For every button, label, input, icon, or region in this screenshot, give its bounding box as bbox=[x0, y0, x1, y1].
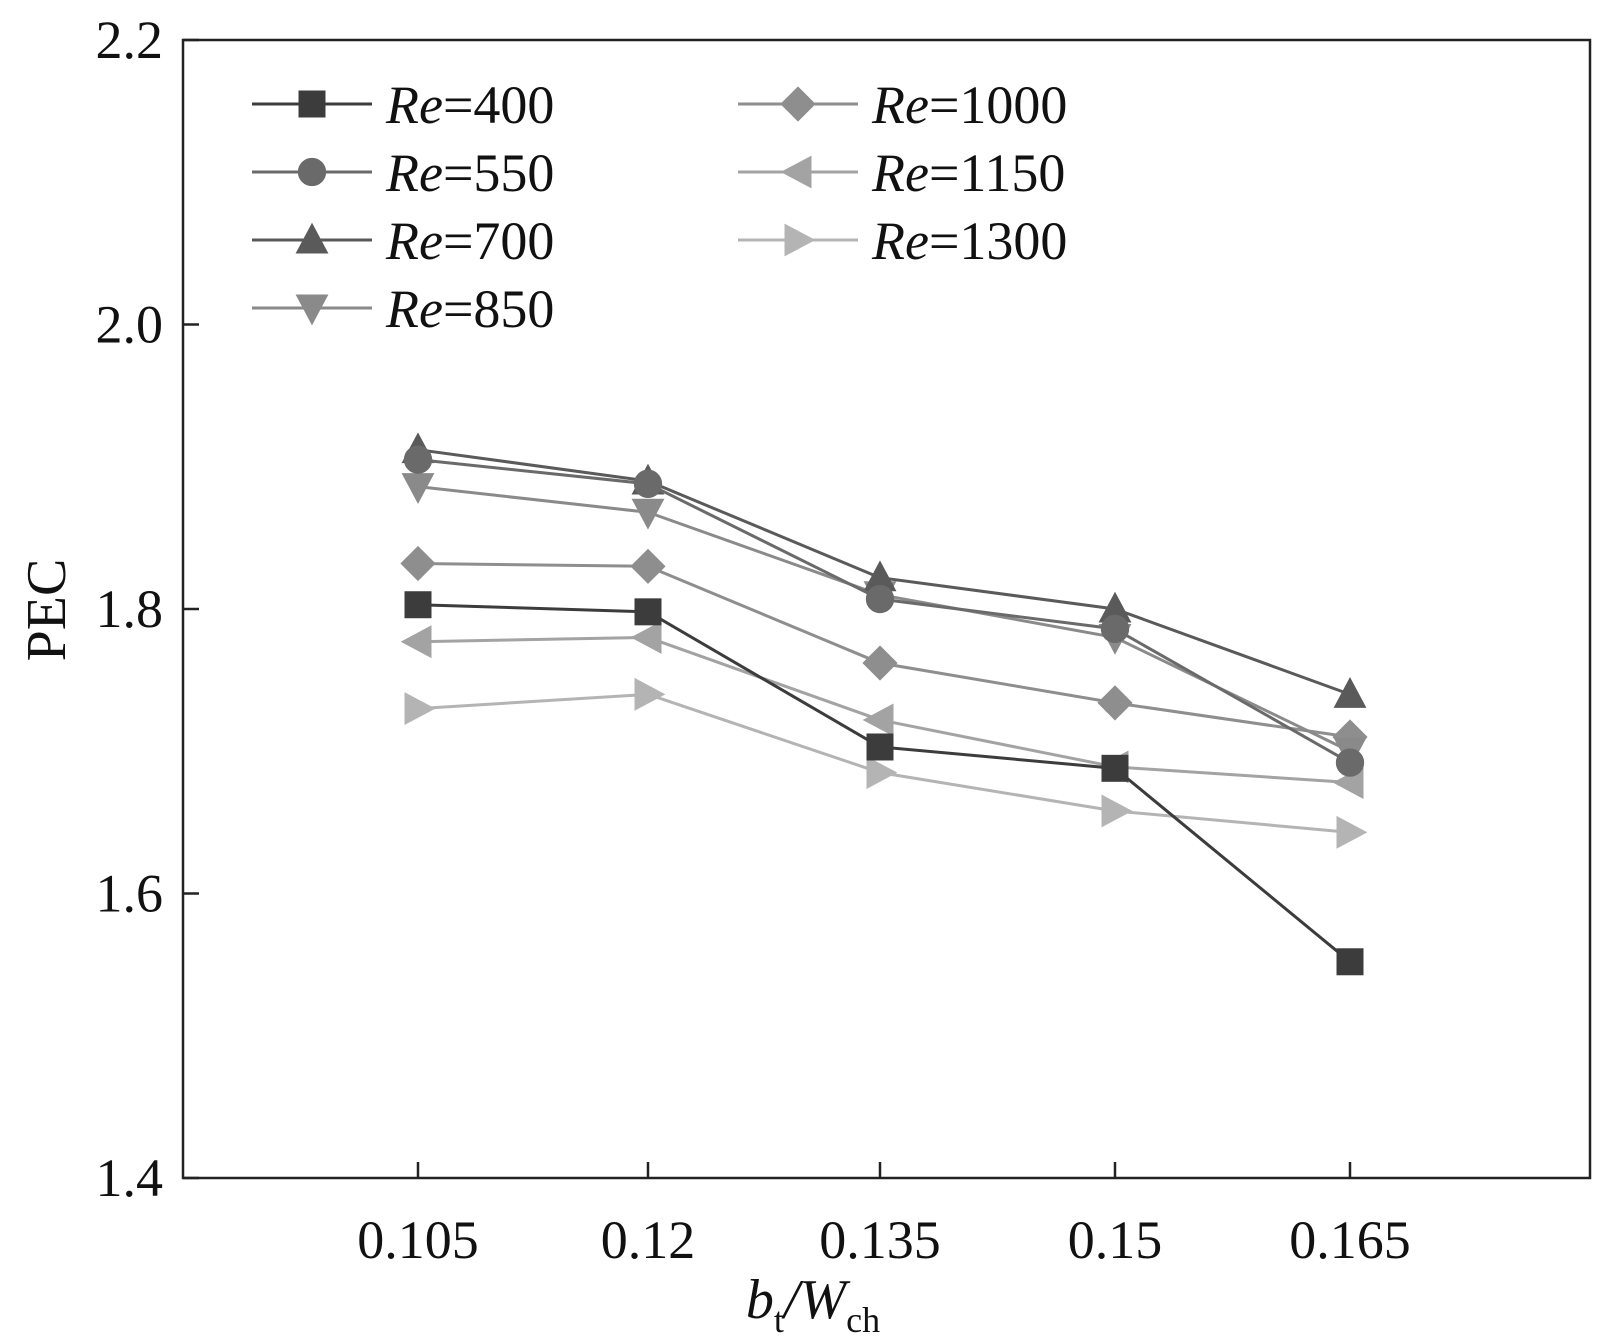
legend-label-value: =1150 bbox=[929, 143, 1065, 203]
x-tick-label: 0.165 bbox=[1289, 1210, 1411, 1270]
x-tick-label: 0.15 bbox=[1068, 1210, 1163, 1270]
legend-label-value: =1300 bbox=[929, 211, 1067, 271]
legend-label: Re=850 bbox=[385, 279, 554, 339]
legend-item: Re=1300 bbox=[738, 211, 1067, 271]
marker-triangle-down bbox=[631, 498, 665, 530]
marker-triangle-down bbox=[295, 294, 329, 326]
marker-triangle-right bbox=[866, 756, 898, 790]
legend-label: Re=1300 bbox=[871, 211, 1067, 271]
x-axis-title-b: b bbox=[746, 1269, 774, 1331]
legend-label-value: =550 bbox=[443, 143, 554, 203]
legend-label: Re=1150 bbox=[871, 143, 1065, 203]
axis-ticks: 1.4 1.6 1.8 2.0 2.2 0.105 0.12 0.135 0.15 0.165 bbox=[96, 10, 1411, 1270]
marker-square bbox=[866, 733, 894, 761]
legend-label: Re=550 bbox=[385, 143, 554, 203]
legend-label-value: =700 bbox=[443, 211, 554, 271]
marker-triangle-up bbox=[295, 222, 329, 254]
legend-item: Re=1000 bbox=[738, 75, 1067, 135]
x-tick-label: 0.12 bbox=[601, 1210, 696, 1270]
legend-label: Re=1000 bbox=[871, 75, 1067, 135]
y-tick-label: 1.8 bbox=[96, 579, 164, 639]
legend: Re=400Re=550Re=700Re=850Re=1000Re=1150Re… bbox=[252, 75, 1067, 339]
x-tick-label: 0.135 bbox=[819, 1210, 941, 1270]
marker-triangle-right bbox=[1101, 794, 1133, 828]
legend-item: Re=1150 bbox=[738, 143, 1065, 203]
legend-label-re: Re bbox=[385, 211, 443, 271]
legend-item: Re=850 bbox=[252, 279, 554, 339]
marker-triangle-left bbox=[400, 625, 432, 659]
marker-diamond bbox=[1097, 685, 1133, 721]
y-tick-label: 2.2 bbox=[96, 10, 164, 70]
marker-circle bbox=[865, 584, 895, 614]
legend-label-re: Re bbox=[871, 75, 929, 135]
legend-label-value: =400 bbox=[443, 75, 554, 135]
marker-triangle-right bbox=[404, 692, 436, 726]
marker-square bbox=[404, 591, 432, 619]
legend-label-re: Re bbox=[385, 143, 443, 203]
marker-square bbox=[1336, 948, 1364, 976]
x-axis-title-w: /W bbox=[781, 1269, 851, 1331]
marker-circle bbox=[403, 445, 433, 474]
marker-diamond bbox=[400, 545, 436, 582]
y-tick-label: 1.6 bbox=[96, 864, 164, 924]
series-re-1000 bbox=[400, 545, 1368, 755]
marker-diamond bbox=[780, 86, 816, 122]
marker-triangle-right bbox=[1336, 815, 1368, 849]
marker-square bbox=[1101, 754, 1129, 782]
marker-triangle-right bbox=[634, 677, 666, 711]
legend-label: Re=700 bbox=[385, 211, 554, 271]
marker-diamond bbox=[630, 548, 666, 584]
y-tick-label: 2.0 bbox=[96, 295, 164, 355]
legend-label-re: Re bbox=[871, 143, 929, 203]
y-tick-label: 1.4 bbox=[96, 1148, 164, 1208]
legend-label: Re=400 bbox=[385, 75, 554, 135]
legend-item: Re=700 bbox=[252, 211, 554, 271]
legend-item: Re=400 bbox=[252, 75, 554, 135]
marker-diamond bbox=[862, 645, 898, 681]
x-axis-title-sub-t: t bbox=[774, 1300, 784, 1339]
legend-label-re: Re bbox=[871, 211, 929, 271]
marker-triangle-left bbox=[862, 703, 894, 737]
legend-label-re: Re bbox=[385, 279, 443, 339]
marker-triangle-left bbox=[630, 621, 662, 654]
marker-circle bbox=[297, 157, 327, 187]
marker-circle bbox=[633, 469, 663, 498]
legend-label-value: =850 bbox=[443, 279, 554, 339]
series-re-1300 bbox=[404, 677, 1368, 849]
marker-circle bbox=[1335, 748, 1365, 777]
marker-triangle-left bbox=[780, 155, 812, 189]
y-axis-title: PEC bbox=[16, 559, 78, 662]
marker-triangle-up bbox=[1333, 677, 1367, 708]
series-layer bbox=[400, 432, 1368, 976]
x-axis-title-sub-ch: ch bbox=[846, 1300, 880, 1339]
marker-circle bbox=[1100, 614, 1130, 644]
legend-item: Re=550 bbox=[252, 143, 554, 203]
legend-label-value: =1000 bbox=[929, 75, 1067, 135]
series-re-400 bbox=[404, 591, 1364, 976]
legend-label-re: Re bbox=[385, 75, 443, 135]
marker-triangle-right bbox=[784, 223, 816, 257]
x-tick-label: 0.105 bbox=[357, 1210, 479, 1270]
marker-square bbox=[298, 90, 326, 118]
marker-square bbox=[634, 598, 662, 626]
series-re-550 bbox=[403, 445, 1365, 777]
x-axis-title: bt/Wch bbox=[746, 1269, 880, 1339]
